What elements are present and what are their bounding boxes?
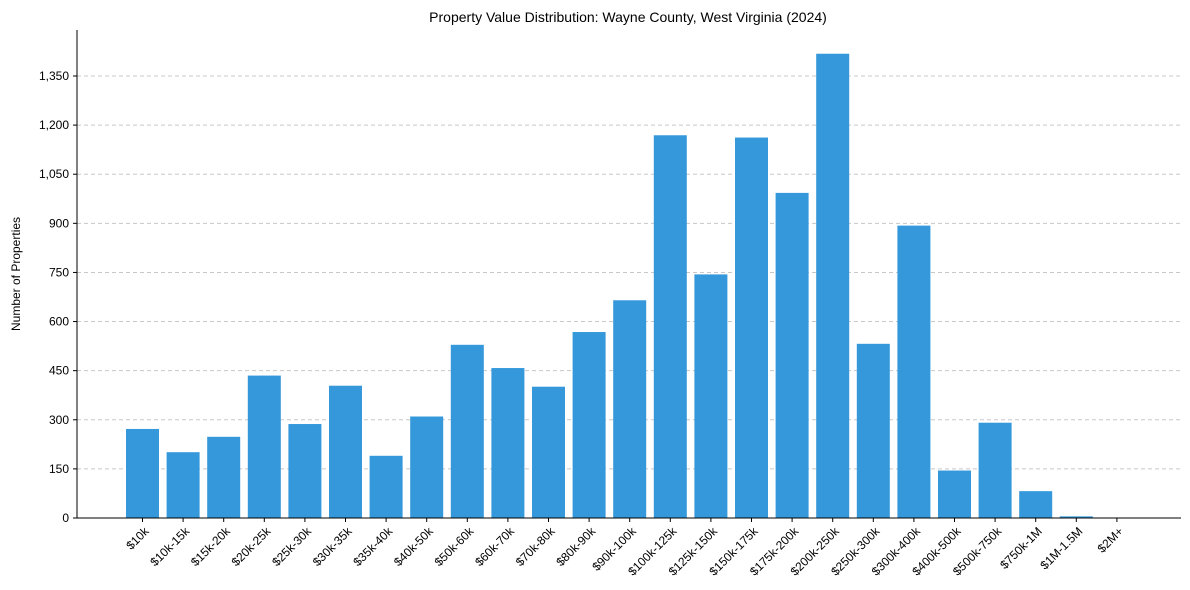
x-tick-label: $2M+ — [1095, 524, 1126, 555]
bar: $250k-300k: 532 — [856, 343, 890, 518]
y-tick-label: 150 — [49, 462, 69, 476]
bar: $750k-1M: 82 — [1019, 491, 1053, 518]
y-tick-label: 1,050 — [39, 167, 69, 181]
x-tick-label: $35k-40k — [350, 524, 396, 570]
bar: $50k-60k: 529 — [450, 344, 484, 518]
x-tick-label: $50k-60k — [432, 524, 478, 570]
x-tick-label: $70k-80k — [513, 524, 559, 570]
bar: $400k-500k: 145 — [938, 470, 971, 518]
y-tick-label: 300 — [49, 413, 69, 427]
x-axis-ticks: $10k$10k-15k$15k-20k$20k-25k$25k-30k$30k… — [123, 518, 1126, 578]
x-tick-label: $10k — [123, 524, 152, 553]
bar: $100k-125k: 1169 — [653, 135, 687, 518]
y-tick-label: 450 — [49, 364, 69, 378]
bar: $1M-1.5M: 5 — [1059, 516, 1093, 518]
bar: $500k-750k: 291 — [978, 422, 1012, 518]
bar: $10k: 272 — [126, 428, 159, 518]
x-tick-label: $60k-70k — [472, 524, 518, 570]
y-tick-label: 1,200 — [39, 118, 69, 132]
bar: $60k-70k: 458 — [491, 368, 525, 518]
y-tick-label: 0 — [62, 511, 69, 525]
bar: $200k-250k: 1418 — [816, 53, 850, 518]
y-tick-label: 750 — [49, 265, 69, 279]
x-tick-label: $20k-25k — [229, 524, 275, 570]
bars: $10k: 272$10k-15k: 201$15k-20k: 248$20k-… — [126, 53, 1093, 518]
x-tick-label: $15k-20k — [188, 524, 234, 570]
bar: $20k-25k: 435 — [247, 375, 281, 518]
x-tick-label: $30k-35k — [310, 524, 356, 570]
bar: $70k-80k: 401 — [532, 386, 565, 518]
x-tick-label: $25k-30k — [269, 524, 315, 570]
chart-title: Property Value Distribution: Wayne Count… — [429, 9, 827, 25]
bar: $25k-30k: 287 — [288, 424, 322, 518]
bar: $15k-20k: 248 — [207, 436, 241, 518]
y-tick-label: 600 — [49, 315, 69, 329]
axes — [76, 30, 1181, 519]
bar: $125k-150k: 744 — [694, 274, 728, 518]
bar: $30k-35k: 404 — [329, 385, 362, 518]
bar: $80k-90k: 568 — [572, 332, 606, 518]
x-tick-label: $10k-15k — [147, 524, 193, 570]
y-tick-label: 1,350 — [39, 69, 69, 83]
bar: $90k-100k: 665 — [613, 300, 647, 518]
bar: $150k-175k: 1162 — [735, 137, 768, 518]
y-axis-label: Number of Properties — [9, 217, 23, 331]
bar: $40k-50k: 310 — [410, 416, 444, 518]
x-tick-label: $750k-1M — [997, 524, 1045, 572]
y-tick-label: 900 — [49, 216, 69, 230]
bar: $10k-15k: 201 — [166, 452, 200, 518]
y-axis-ticks: 0 150 300 450 600 750 900 1,050 1,200 1,350 — [39, 69, 77, 525]
bar: $300k-400k: 893 — [897, 225, 931, 518]
x-tick-label: $40k-50k — [391, 524, 437, 570]
bar: $35k-40k: 190 — [369, 455, 403, 518]
bar: $175k-200k: 993 — [775, 192, 809, 518]
x-tick-label: $1M-1.5M — [1037, 524, 1085, 572]
